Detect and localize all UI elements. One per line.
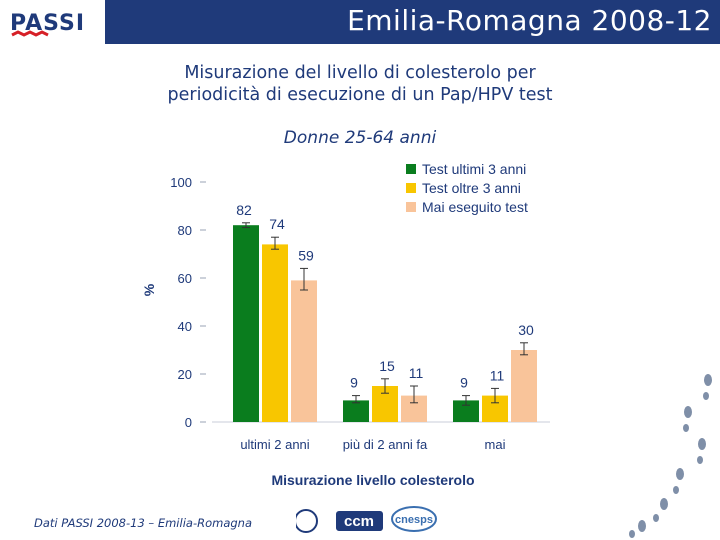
y-tick-label: 40 — [178, 319, 192, 334]
data-label: 11 — [490, 367, 505, 383]
population-label: Donne 25-64 anni — [283, 128, 437, 148]
data-label: 11 — [409, 365, 424, 381]
x-category-label: ultimi 2 anni — [240, 437, 309, 452]
y-tick-label: 20 — [178, 367, 192, 382]
legend: Test ultimi 3 anni Test oltre 3 anni Mai e… — [406, 161, 528, 215]
legend-label: Test oltre 3 anni — [422, 180, 521, 196]
logo-wave-icon — [11, 30, 49, 37]
value-labels-group: 82 74 59 9 15 11 9 11 30 — [236, 202, 534, 391]
subtitle-line-2: periodicità di esecuzione di un Pap/HPV … — [167, 85, 553, 105]
bar-chart: 0 20 40 60 80 100 82 74 59 9 15 11 9 11 30 ultimi 2 a… — [141, 161, 550, 488]
chart-subtitle: Misurazione del livello di colesterolo p… — [0, 62, 720, 106]
data-label: 15 — [379, 358, 395, 374]
data-label: 30 — [518, 322, 534, 338]
legend-swatch — [406, 164, 416, 174]
footer-source: Dati PASSI 2008-13 – Emilia-Romagna — [34, 516, 253, 530]
y-axis-label: % — [141, 283, 157, 296]
bar — [233, 225, 259, 422]
partner-logos: ccm cnesps — [296, 506, 437, 533]
data-label: 82 — [236, 202, 252, 218]
legend-label: Mai eseguito test — [422, 199, 528, 215]
bar — [343, 400, 369, 422]
bar — [262, 244, 288, 422]
ccm-logo-text: ccm — [344, 513, 374, 530]
page-title: Emilia-Romagna 2008-12 — [347, 4, 712, 37]
data-label: 9 — [460, 375, 468, 391]
passi-logo: PASSI — [10, 11, 85, 37]
y-tick-label: 60 — [178, 271, 192, 286]
error-bars-group — [242, 222, 528, 406]
x-axis-categories: ultimi 2 anni più di 2 anni fa mai — [240, 437, 505, 452]
cnesps-logo-text: cnesps — [395, 514, 433, 526]
legend-swatch — [406, 202, 416, 212]
data-label: 74 — [269, 216, 285, 232]
y-tick-label: 80 — [178, 223, 192, 238]
bar — [453, 400, 479, 422]
y-tick-label: 0 — [185, 415, 192, 430]
legend-swatch — [406, 183, 416, 193]
subtitle-line-1: Misurazione del livello di colesterolo p… — [184, 63, 536, 83]
bar — [511, 350, 537, 422]
x-category-label: più di 2 anni fa — [343, 437, 428, 452]
data-label: 59 — [298, 247, 314, 263]
ministry-seal-icon — [296, 509, 318, 533]
logo-text: PASSI — [10, 11, 85, 36]
header-bar: Emilia-Romagna 2008-12 — [105, 0, 720, 44]
cnesps-logo-icon — [391, 506, 437, 532]
x-category-label: mai — [485, 437, 506, 452]
footprints-decoration — [629, 374, 712, 538]
x-axis-label: Misurazione livello colesterolo — [271, 472, 474, 488]
legend-label: Test ultimi 3 anni — [422, 161, 526, 177]
bar — [291, 280, 317, 422]
y-axis: 0 20 40 60 80 100 — [170, 175, 550, 430]
ccm-logo-icon — [336, 511, 383, 531]
bars-group — [233, 225, 537, 422]
data-label: 9 — [350, 375, 358, 391]
y-tick-label: 100 — [170, 175, 192, 190]
